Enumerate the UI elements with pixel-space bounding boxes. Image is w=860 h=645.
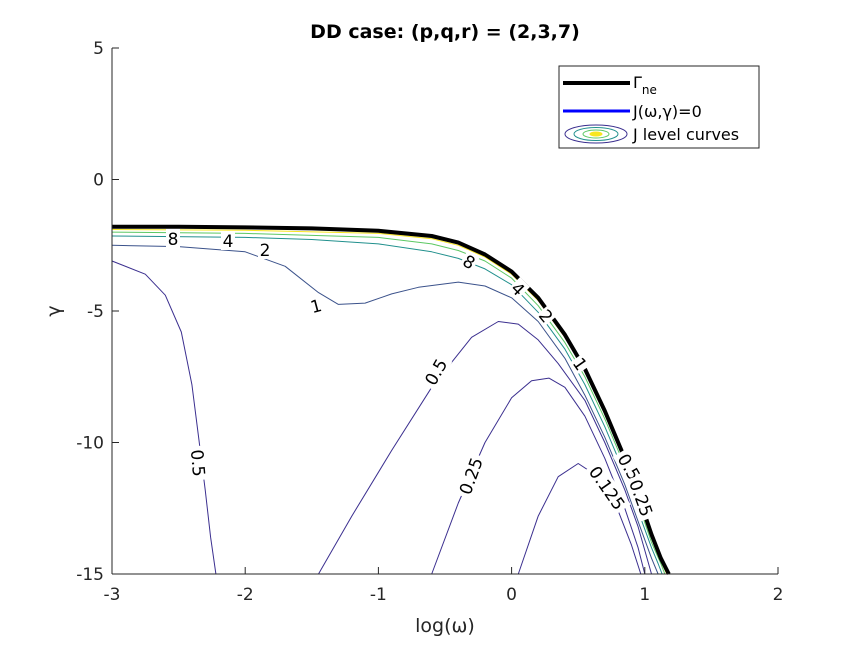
contour-label-bg xyxy=(454,451,487,500)
x-tick-label: -3 xyxy=(104,585,121,605)
x-axis-label: log(ω) xyxy=(415,615,475,637)
contour-line-2-2 xyxy=(111,235,663,575)
legend-gamma-symbol: Γ xyxy=(633,73,642,92)
y-tick-label: -10 xyxy=(76,434,104,454)
contour-label-bg xyxy=(187,445,210,481)
contour-label-bg xyxy=(258,240,272,259)
y-tick-label: 5 xyxy=(93,39,104,59)
contour-label-bg xyxy=(221,231,235,250)
x-tick-label: 0 xyxy=(506,585,517,605)
contour-label-bg xyxy=(568,352,593,375)
legend-contour-ring-4 xyxy=(589,131,603,137)
legend: Γne J(ω,γ)=0 J level curves xyxy=(558,65,760,149)
x-tick-label: -1 xyxy=(370,585,387,605)
y-tick-label: -5 xyxy=(87,302,104,322)
contour-label-8: 8 xyxy=(168,230,179,250)
contour-line-0-25-6 xyxy=(431,377,646,575)
y-tick-label: -15 xyxy=(76,565,104,585)
contour-label-0-5: 0.5 xyxy=(186,449,208,478)
x-tick-label: 1 xyxy=(639,585,650,605)
x-tick-label: 2 xyxy=(773,585,784,605)
contour-label-1: 1 xyxy=(308,296,324,318)
contour-label-4: 4 xyxy=(223,232,234,252)
y-tick-label: 0 xyxy=(93,171,104,191)
legend-label-level-curves: J level curves xyxy=(632,125,739,144)
contour-line-0-5-5 xyxy=(318,321,652,575)
contour-line-0-5-4 xyxy=(111,260,217,575)
y-axis-label: γ xyxy=(43,305,65,316)
x-tick-label: -2 xyxy=(237,585,254,605)
contour-label-bg xyxy=(506,276,531,301)
contour-label-group: 4 xyxy=(221,231,235,252)
contour-label-bg xyxy=(166,229,180,248)
contour-label-2: 2 xyxy=(260,241,271,261)
contour-label-bg xyxy=(306,294,326,317)
contour-label-bg xyxy=(418,352,453,392)
legend-contour-ring-1 xyxy=(564,124,628,144)
chart-title: DD case: (p,q,r) = (2,3,7) xyxy=(310,21,580,43)
contour-label-bg xyxy=(458,249,481,274)
legend-label-j-zero: J(ω,γ)=0 xyxy=(632,102,702,121)
contour-label-group: 0.5 xyxy=(186,445,210,481)
contour-label-group: 8 xyxy=(166,229,180,250)
legend-contour-ring-3 xyxy=(582,129,610,139)
legend-contour-icon xyxy=(564,124,628,144)
contour-label-bg xyxy=(534,304,559,328)
contour-label-bg xyxy=(584,460,631,516)
contour-line-1-3 xyxy=(111,244,659,575)
contour-line-4-1 xyxy=(111,231,666,575)
legend-label-gamma-ne: Γne xyxy=(633,73,657,97)
contour-label-group: 1 xyxy=(306,294,326,318)
contour-label-group: 2 xyxy=(258,240,272,261)
contour-label-bg xyxy=(625,473,658,522)
legend-contour-ring-2 xyxy=(573,127,619,141)
legend-gamma-subscript: ne xyxy=(642,83,657,97)
tick-layer: -3 -2 -1 0 1 250-5-10-15 xyxy=(76,39,783,605)
